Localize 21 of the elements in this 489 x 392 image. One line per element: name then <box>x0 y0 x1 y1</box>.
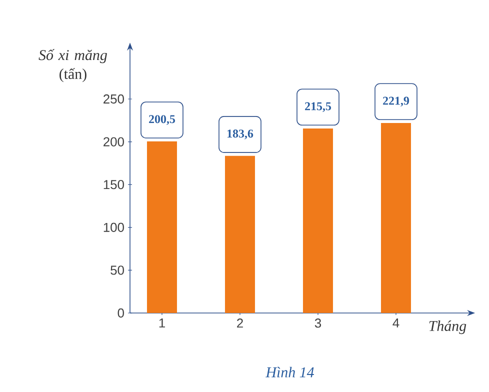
y-tick-label: 200 <box>104 137 124 146</box>
y-tick-label: 250 <box>104 94 124 104</box>
bar <box>302 128 333 313</box>
data-label: 183,6 <box>227 130 254 140</box>
y-tick-label: 0 <box>118 308 124 318</box>
x-tick-label: 4 <box>392 318 400 328</box>
y-tick-label: 150 <box>104 180 124 190</box>
data-label: 200,5 <box>149 115 175 125</box>
x-axis-title: Tháng <box>429 320 466 334</box>
y-tick-label: 100 <box>104 222 124 232</box>
data-label: 215,5 <box>305 102 331 112</box>
x-tick-label: 2 <box>237 318 243 328</box>
x-tick-label: 3 <box>314 318 322 328</box>
bar <box>380 123 411 313</box>
x-tick-label: 1 <box>159 318 165 328</box>
bar <box>146 141 177 313</box>
data-label: 221,9 <box>383 96 410 107</box>
y-axis-title: Số xi măng (tấn) <box>38 49 107 82</box>
bar <box>224 156 255 313</box>
text: Hình 14 <box>266 366 314 378</box>
y-tick-label: 50 <box>110 266 124 275</box>
